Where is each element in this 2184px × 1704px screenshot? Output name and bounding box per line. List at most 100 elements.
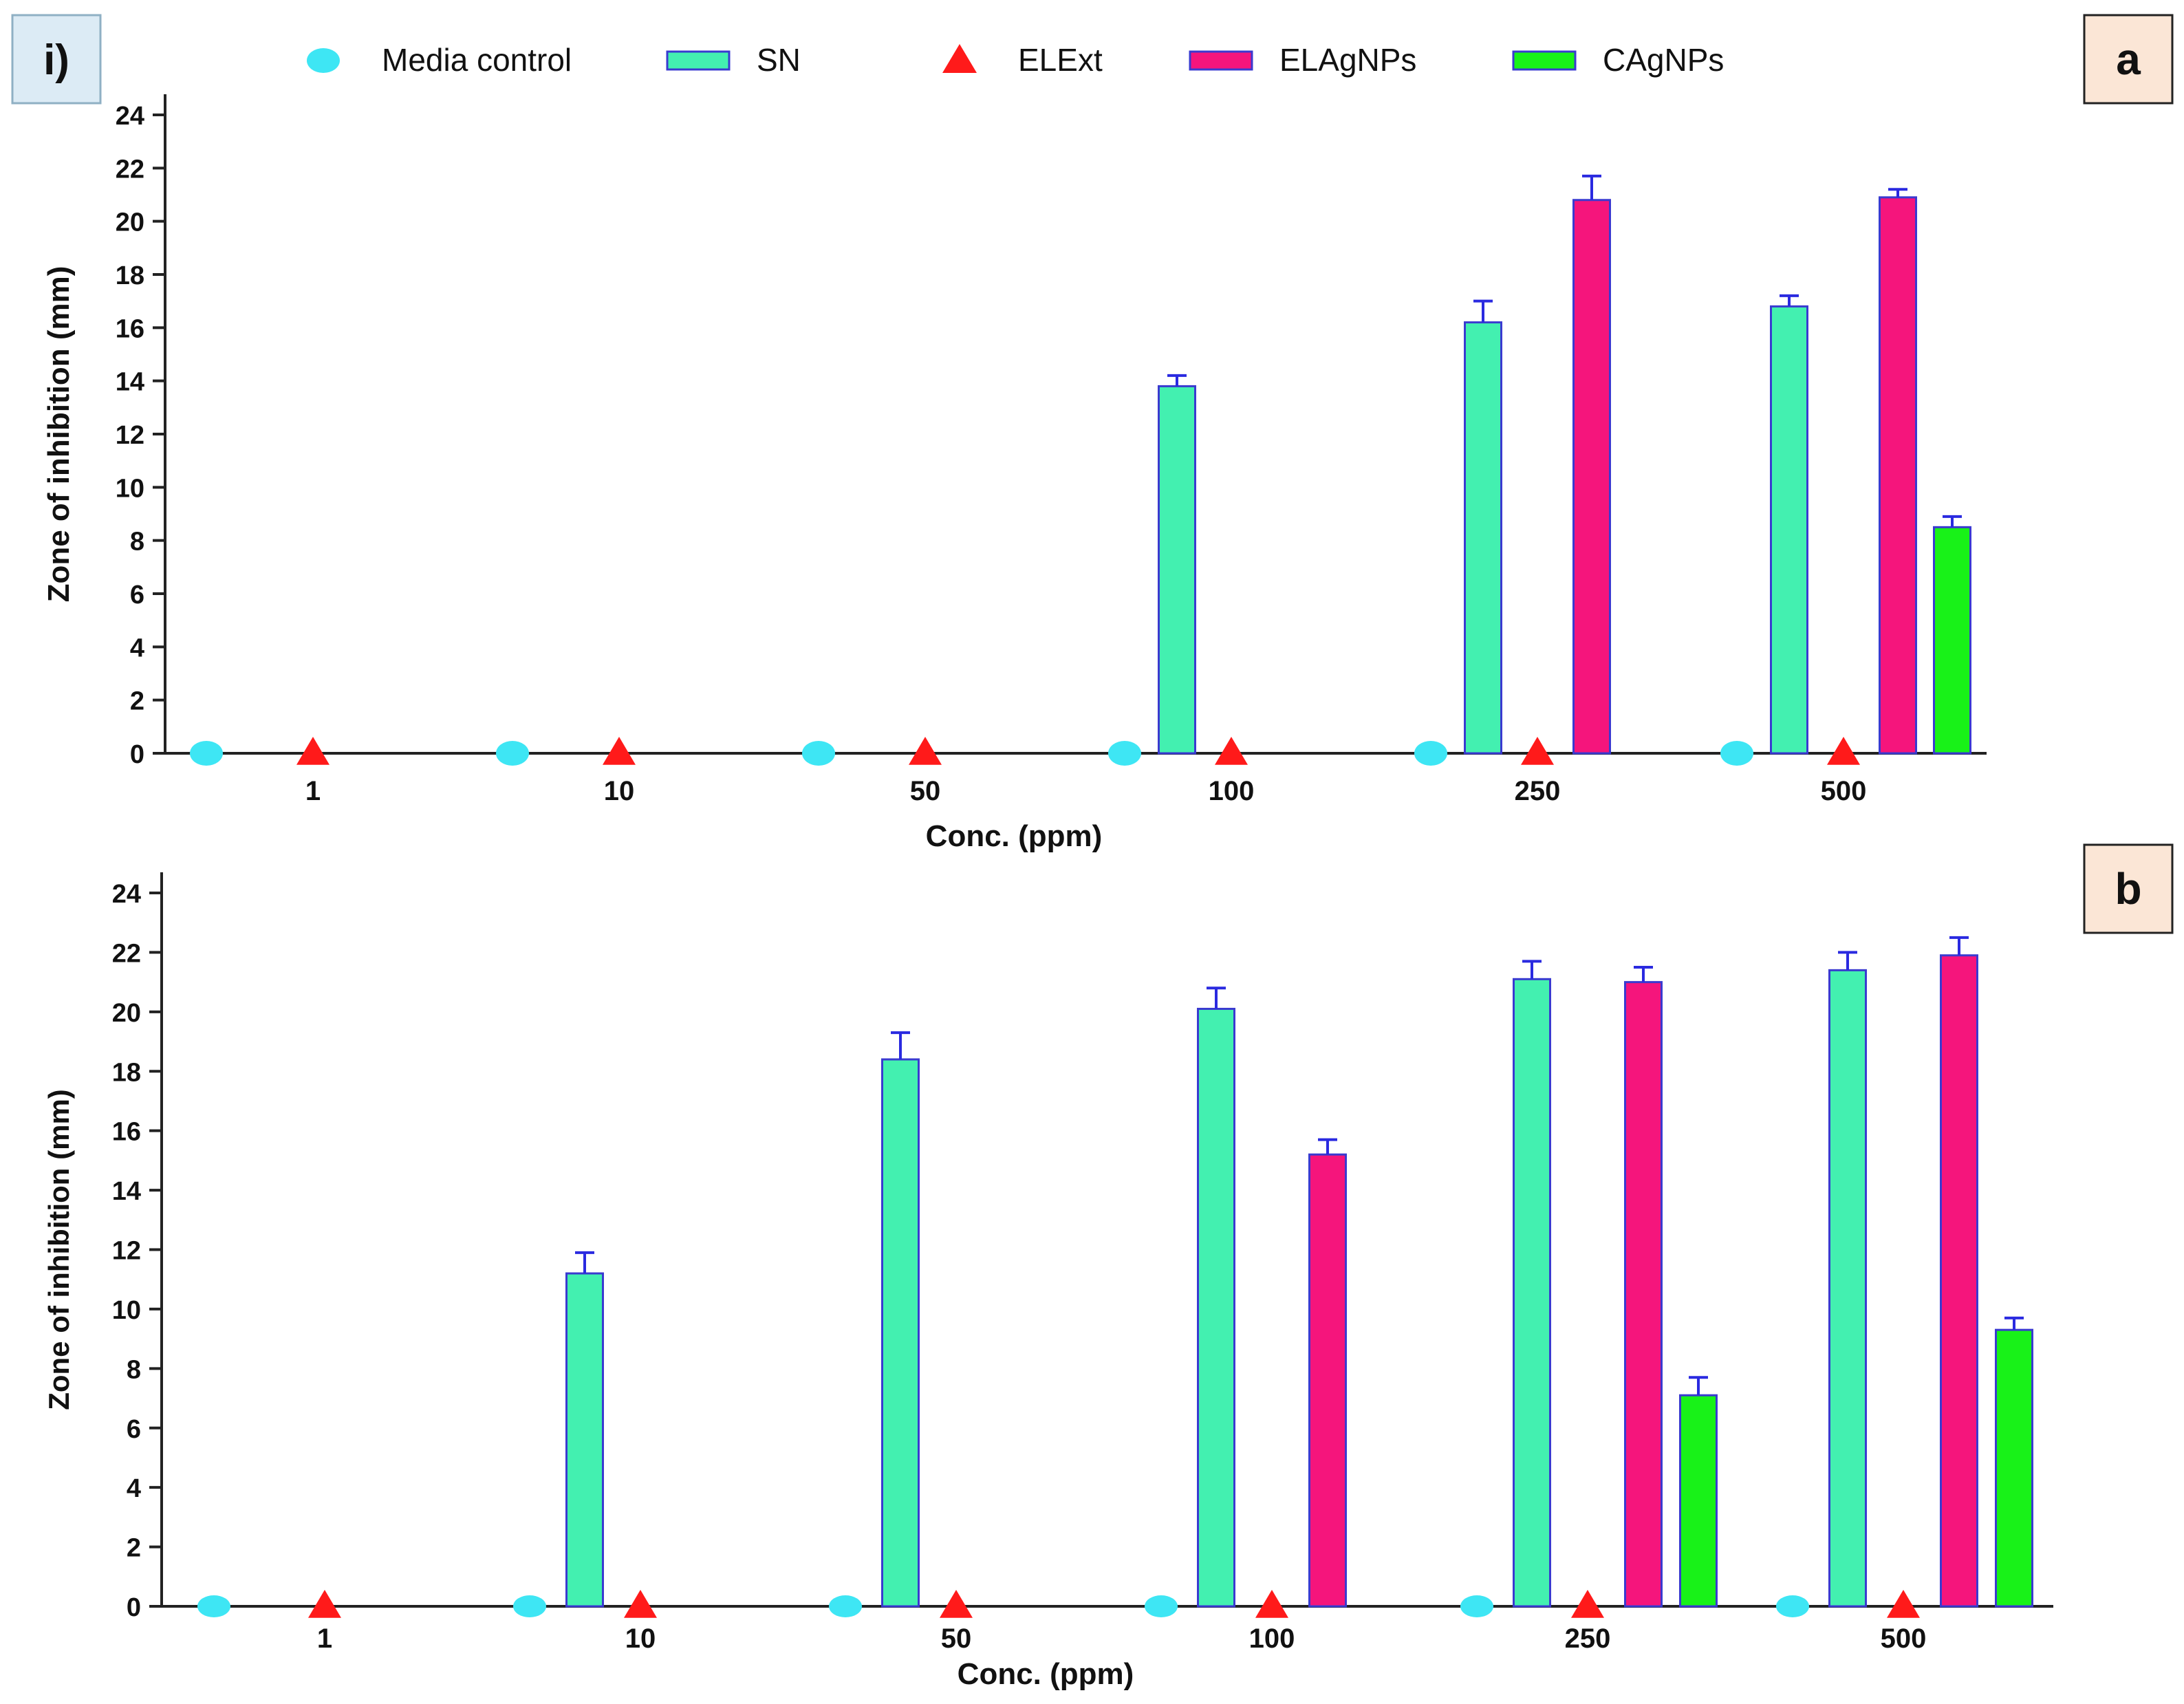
bar-sn	[1158, 385, 1196, 755]
y-tick-label: 22	[112, 939, 141, 968]
x-axis-label: Conc. (ppm)	[958, 1657, 1134, 1691]
y-tick-label: 0	[130, 740, 144, 769]
legend-item-media-control: Media control	[307, 42, 572, 78]
y-tick-label: 24	[112, 880, 141, 909]
error-bar	[1634, 966, 1653, 982]
series-elagnps	[1308, 936, 1978, 1608]
media-control-marker	[1145, 1595, 1178, 1617]
legend-label: Media control	[382, 42, 572, 78]
y-tick-label: 2	[127, 1534, 141, 1563]
bar-sn	[1513, 978, 1551, 1608]
y-tick-label: 4	[127, 1474, 141, 1503]
bar-sn	[565, 1272, 604, 1608]
media-control-marker	[197, 1595, 230, 1617]
panel-label-text: b	[2115, 864, 2141, 914]
media-control-marker	[829, 1595, 862, 1617]
y-tick-label: 8	[130, 528, 144, 557]
bar-cagnps	[1933, 526, 1971, 755]
y-tick-label: 0	[127, 1593, 141, 1622]
legend-item-sn: SN	[666, 42, 801, 78]
elext-marker	[603, 737, 636, 765]
error-bar	[1522, 960, 1542, 980]
elext-marker	[1521, 737, 1554, 765]
bar-elagnps	[1879, 196, 1917, 755]
y-tick-label: 20	[116, 208, 144, 237]
media-control-marker	[1108, 741, 1141, 766]
series-media-control	[197, 1595, 1809, 1617]
y-tick-label: 6	[127, 1415, 141, 1444]
series-elext	[308, 1590, 1920, 1618]
y-tick-label: 12	[116, 421, 144, 450]
x-tick-label: 100	[1249, 1624, 1295, 1654]
y-tick-label: 8	[127, 1355, 141, 1384]
y-tick-label: 12	[112, 1237, 141, 1266]
series-elext	[296, 737, 1860, 765]
error-bar	[1207, 986, 1226, 1009]
series-elagnps	[1572, 174, 1917, 755]
series-sn	[1158, 294, 1808, 755]
legend-bar-swatch	[1512, 50, 1577, 71]
bar-cagnps	[1679, 1394, 1718, 1608]
x-tick-label: 500	[1821, 776, 1867, 806]
legend-triangle-marker	[942, 44, 977, 73]
series-cagnps	[1679, 1316, 2033, 1608]
error-bar	[1949, 936, 1969, 956]
y-tick-label: 2	[130, 687, 144, 716]
x-tick-label: 250	[1565, 1624, 1611, 1654]
legend-item-elext: ELExt	[942, 42, 1103, 78]
legend-label: ELAgNPs	[1279, 42, 1416, 78]
media-control-marker	[190, 741, 223, 766]
panel-label-box	[2083, 14, 2174, 105]
y-tick-label: 22	[116, 155, 144, 184]
x-tick-label: 1	[317, 1624, 332, 1654]
x-tick-label: 50	[941, 1624, 972, 1654]
error-bar	[2004, 1316, 2024, 1330]
bar-elagnps	[1624, 981, 1663, 1608]
x-tick-label: 10	[625, 1624, 656, 1654]
error-bar	[1943, 515, 1962, 528]
y-tick-label: 16	[116, 314, 144, 343]
bar-sn	[1770, 305, 1808, 755]
y-tick-label: 10	[116, 474, 144, 503]
x-axis-label: Conc. (ppm)	[926, 819, 1103, 853]
panel-label: b	[2083, 843, 2174, 934]
x-tick-label: 100	[1209, 776, 1255, 806]
x-tick-label: 500	[1881, 1624, 1927, 1654]
y-axis-label: Zone of inhibition (mm)	[42, 266, 76, 603]
legend-bar-swatch	[666, 50, 731, 71]
series-cagnps	[1933, 515, 1971, 755]
error-bar	[1838, 951, 1857, 971]
y-tick-label: 10	[112, 1296, 141, 1325]
series-sn	[565, 951, 1867, 1608]
media-control-marker	[1720, 741, 1753, 766]
y-axis-label: Zone of inhibition (mm)	[43, 1089, 75, 1410]
figure-label-box	[11, 14, 102, 105]
y-tick-label: 6	[130, 581, 144, 610]
figure-label: i)	[11, 14, 102, 105]
x-tick-label: 250	[1515, 776, 1561, 806]
elext-marker	[940, 1590, 973, 1618]
media-control-marker	[1460, 1595, 1493, 1617]
bar-sn	[1197, 1008, 1235, 1608]
x-tick-label: 1	[305, 776, 321, 806]
media-control-marker	[1414, 741, 1447, 766]
legend-label: CAgNPs	[1603, 42, 1724, 78]
y-tick-label: 16	[112, 1118, 141, 1147]
legend-label: SN	[757, 42, 801, 78]
y-tick-label: 18	[116, 261, 144, 290]
legend-item-cagnps: CAgNPs	[1512, 42, 1724, 78]
elext-marker	[1571, 1590, 1604, 1618]
y-tick-label: 14	[116, 368, 144, 397]
elext-marker	[1215, 737, 1248, 765]
bar-sn	[1828, 969, 1867, 1608]
elext-marker	[1827, 737, 1860, 765]
figure-label-text: i)	[43, 36, 69, 84]
legend: Media control SN ELExt ELAgNPs CAgNPs	[307, 42, 1724, 78]
elext-marker	[624, 1590, 657, 1618]
y-tick-label: 24	[116, 102, 144, 131]
elext-marker	[296, 737, 329, 765]
